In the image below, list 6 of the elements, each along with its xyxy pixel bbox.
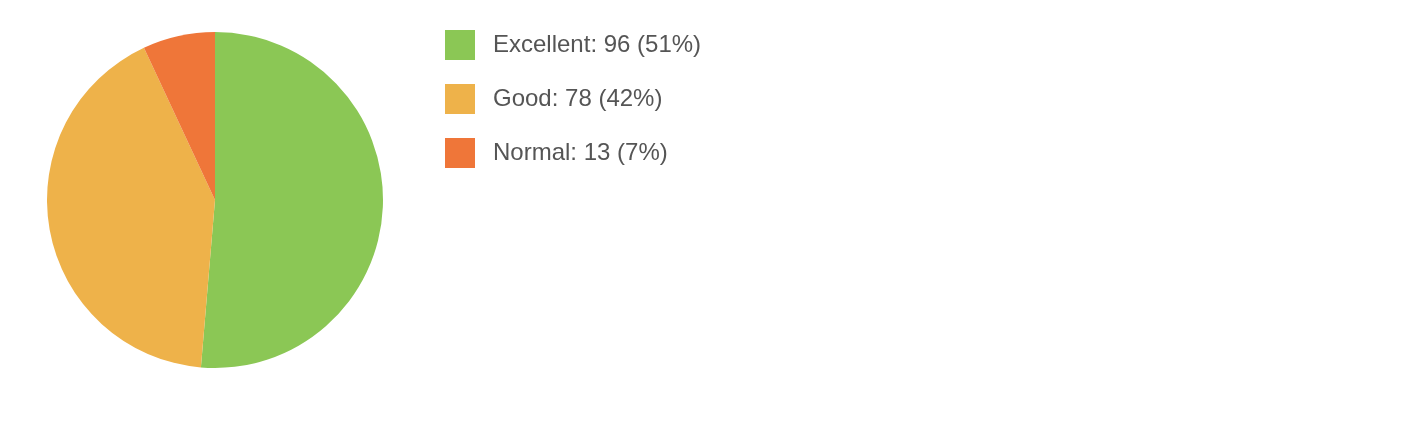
- legend-label: Excellent: 96 (51%): [493, 30, 702, 57]
- legend-label: Normal: 13 (7%): [493, 138, 668, 165]
- legend-label: Good: 78 (42%): [493, 84, 663, 111]
- pie-slice: [200, 32, 383, 368]
- pie-slice: [143, 32, 215, 200]
- pie-slice: [47, 47, 215, 368]
